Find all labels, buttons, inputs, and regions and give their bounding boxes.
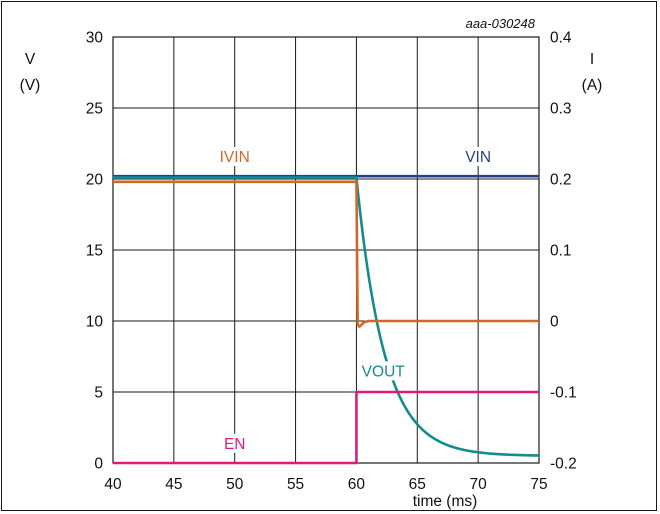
right-axis-title-unit: (A): [582, 77, 603, 94]
tick-labels: 40 45 50 55 60 65 70 75 0 5 10 15 20 25 30 -0.2 -0.1 0 0.1…: [86, 30, 577, 494]
series-label-background: [210, 146, 259, 166]
series-label-vin: VIN: [465, 149, 491, 166]
left-y-tick-label: 15: [86, 243, 103, 260]
left-axis-title-unit: (V): [20, 77, 41, 94]
x-tick-label: 70: [470, 476, 488, 493]
right-y-tick-label: 0.2: [550, 172, 572, 189]
x-tick-label: 55: [287, 476, 304, 493]
right-y-tick-label: -0.1: [550, 385, 577, 402]
series-label-vout: VOUT: [362, 363, 406, 380]
series-label-background: [220, 433, 249, 453]
x-tick-label: 60: [348, 476, 366, 493]
series-label-background: [359, 361, 408, 381]
figure-code: aaa-030248: [466, 16, 536, 31]
x-axis-title: time (ms): [413, 493, 478, 510]
series-layer: [113, 174, 540, 465]
x-tick-label: 75: [530, 476, 547, 493]
series-label-ivin: IVIN: [220, 149, 250, 166]
right-y-tick-label: 0.3: [550, 101, 572, 118]
left-y-tick-label: 30: [86, 30, 104, 47]
left-y-tick-label: 20: [86, 172, 104, 189]
right-y-tick-label: 0.1: [550, 243, 572, 260]
left-axis-title-symbol: V: [25, 51, 36, 68]
right-axis-title-symbol: I: [590, 51, 594, 68]
x-tick-label: 50: [226, 476, 244, 493]
left-y-tick-label: 5: [94, 385, 103, 402]
x-tick-label: 40: [104, 476, 122, 493]
right-y-tick-label: -0.2: [550, 456, 577, 473]
series-label-en: EN: [224, 436, 246, 453]
right-y-tick-label: 0: [550, 314, 559, 331]
series-line-ivin: [113, 180, 539, 328]
left-y-tick-label: 10: [86, 314, 104, 331]
right-y-tick-label: 0.4: [550, 30, 572, 47]
series-labels: VIN IVIN VOUT EN: [210, 146, 498, 453]
x-tick-label: 45: [165, 476, 182, 493]
series-line-en: [113, 390, 539, 465]
series-line-vout: [113, 176, 540, 457]
series-label-background: [459, 146, 498, 166]
left-y-tick-label: 0: [94, 456, 103, 473]
left-y-tick-label: 25: [86, 101, 103, 118]
x-tick-label: 65: [409, 476, 426, 493]
grid: [112, 36, 540, 464]
